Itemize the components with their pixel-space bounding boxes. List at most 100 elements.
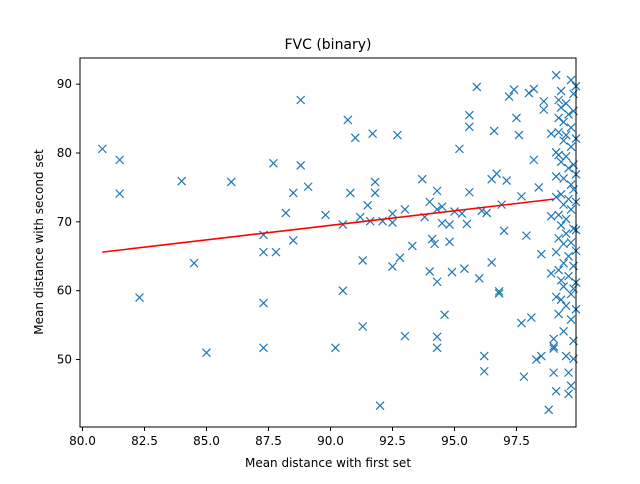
data-point [556, 275, 566, 285]
data-point [271, 247, 281, 257]
data-point [566, 142, 576, 152]
data-point [338, 286, 348, 296]
data-point [115, 155, 125, 165]
data-point [425, 266, 435, 276]
data-point [531, 355, 541, 364]
data-point [474, 273, 484, 283]
data-point [472, 82, 482, 92]
data-point [296, 160, 306, 170]
data-point [432, 343, 442, 353]
data-point [559, 117, 569, 127]
data-point [432, 332, 442, 342]
x-tick-label: 97.5 [503, 434, 530, 448]
data-point [499, 226, 509, 236]
data-point [566, 205, 576, 214]
x-tick-label: 80.0 [69, 434, 96, 448]
plot-frame [79, 57, 577, 428]
data-point [544, 405, 554, 415]
data-point [559, 136, 569, 146]
data-point [566, 123, 576, 132]
data-point [556, 86, 566, 96]
data-point [517, 191, 526, 201]
data-point [564, 163, 573, 173]
data-point [554, 265, 564, 275]
data-point [517, 318, 526, 328]
data-point [288, 188, 298, 198]
data-point [556, 220, 566, 230]
data-point [321, 210, 330, 220]
y-axis-ticks: 50 60 70 80 90 [57, 77, 80, 367]
data-point [564, 389, 573, 399]
data-point [388, 218, 397, 227]
data-point [556, 295, 566, 305]
data-point [561, 301, 571, 311]
data-point [566, 315, 576, 325]
x-tick-label: 82.5 [131, 434, 158, 448]
data-point [551, 70, 561, 80]
data-point [564, 110, 573, 119]
data-point [345, 188, 355, 198]
data-point [561, 130, 571, 140]
data-point [269, 158, 278, 168]
data-point [459, 264, 469, 274]
data-point [177, 176, 187, 186]
x-axis-ticks: 80.0 82.5 85.0 87.5 90.0 92.5 95.0 97.5 [69, 427, 530, 448]
data-point [564, 194, 573, 204]
data-point [487, 258, 497, 267]
data-point [430, 239, 440, 249]
data-point [331, 343, 340, 353]
data-point [370, 177, 380, 187]
data-point [566, 381, 576, 391]
data-point [189, 258, 199, 268]
data-point [564, 368, 573, 378]
data-point [425, 197, 435, 207]
y-tick-label: 60 [57, 284, 72, 298]
data-point [561, 229, 571, 238]
data-point [259, 343, 268, 353]
data-point [489, 126, 499, 136]
data-point [534, 183, 544, 192]
data-point [464, 187, 474, 197]
data-point [447, 267, 457, 277]
data-point [432, 277, 442, 287]
data-point [559, 326, 569, 336]
data-point [375, 401, 385, 411]
data-point [559, 258, 569, 268]
data-point [494, 289, 504, 298]
data-point [556, 189, 566, 199]
data-point [549, 344, 559, 353]
data-point [551, 386, 561, 396]
data-point [564, 251, 573, 261]
points-layer [97, 70, 581, 415]
data-point [549, 368, 559, 378]
data-point [502, 176, 511, 185]
data-point [554, 210, 564, 220]
data-point [437, 202, 447, 212]
data-point [388, 209, 397, 219]
data-point [370, 188, 380, 198]
x-axis-label: Mean distance with first set [245, 456, 411, 470]
y-tick-label: 90 [57, 77, 72, 91]
data-point [559, 174, 569, 183]
data-point [393, 130, 402, 140]
data-point [464, 110, 474, 120]
data-point [358, 255, 368, 265]
data-point [566, 238, 576, 247]
data-point [479, 351, 489, 361]
data-point [445, 237, 454, 247]
data-point [536, 351, 546, 361]
data-point [551, 171, 561, 181]
y-tick-label: 80 [57, 146, 72, 160]
data-point [400, 331, 410, 341]
data-point [479, 366, 489, 376]
data-point [455, 144, 464, 154]
data-point [566, 180, 576, 190]
y-tick-label: 70 [57, 215, 72, 229]
fit-line [102, 198, 554, 253]
data-point [566, 75, 576, 85]
data-point [363, 200, 373, 210]
data-point [202, 348, 211, 358]
data-point [554, 95, 564, 105]
